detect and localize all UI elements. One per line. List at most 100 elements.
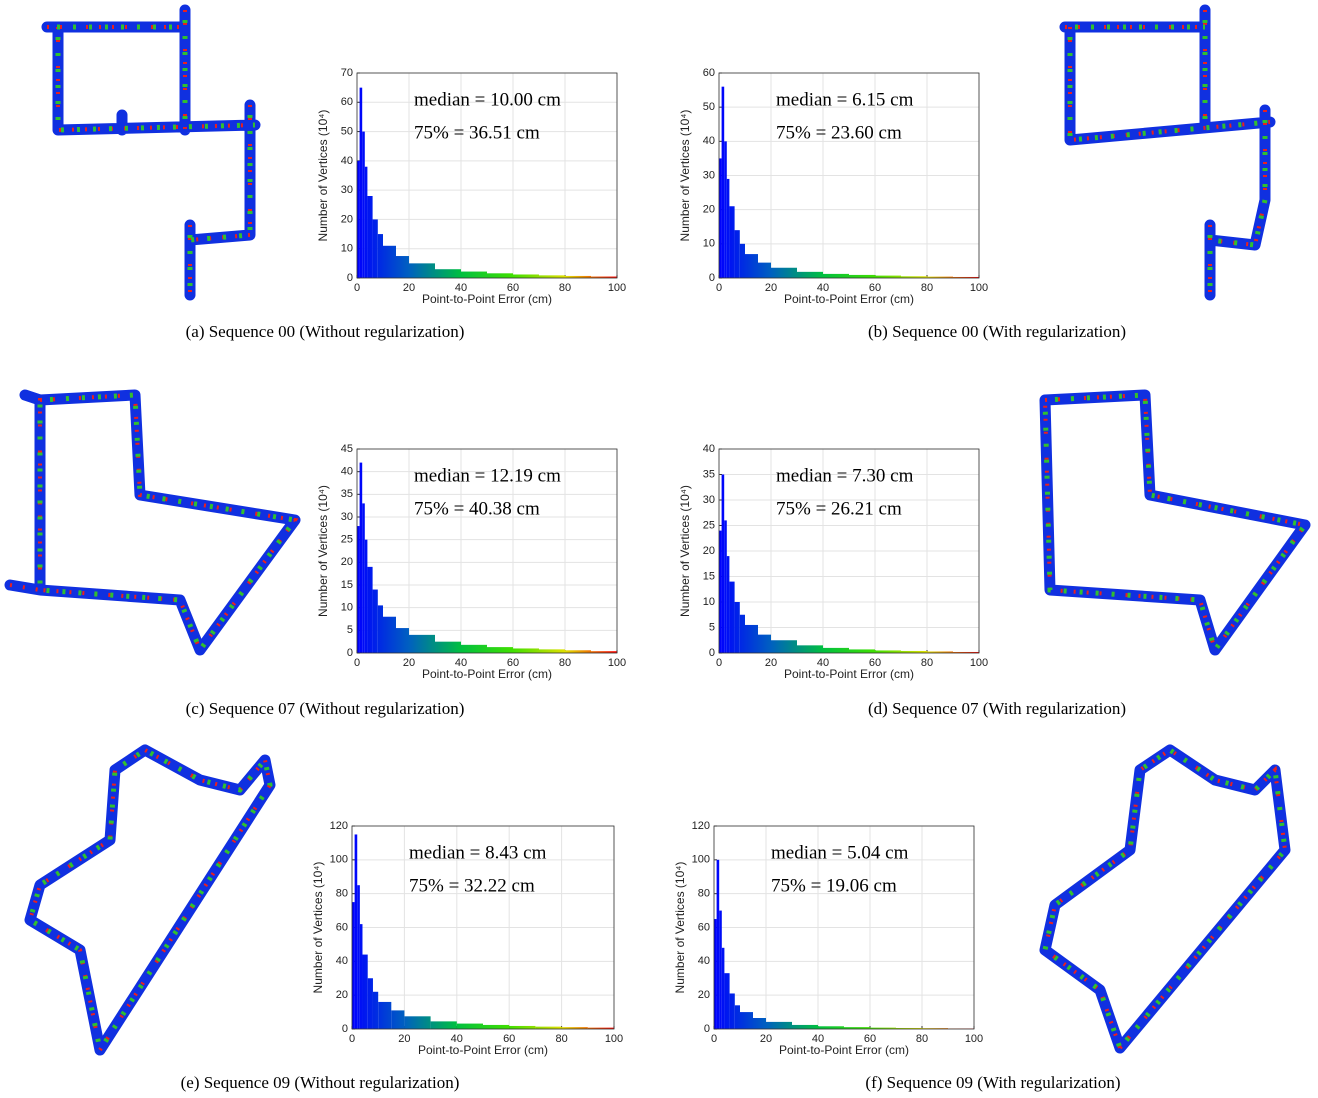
x-tick-label: 100: [970, 657, 988, 669]
y-tick-label: 35: [703, 468, 715, 480]
histogram-bar: [383, 246, 396, 278]
histogram-bar: [722, 87, 725, 278]
histogram-bar: [404, 1016, 430, 1029]
histogram-bar: [539, 649, 565, 653]
y-tick-label: 20: [341, 213, 353, 225]
x-tick-label: 20: [765, 282, 777, 294]
y-tick-label: 15: [703, 570, 715, 582]
x-tick-label: 20: [760, 1033, 772, 1045]
histogram-bar: [461, 272, 487, 278]
y-tick-label: 0: [704, 1023, 710, 1035]
histogram-bar: [391, 1010, 404, 1029]
y-tick-label: 15: [341, 579, 353, 591]
y-axis-label: Number of Vertices (10⁴): [678, 485, 692, 617]
histogram-bar: [818, 1026, 844, 1029]
y-tick-label: 5: [347, 624, 353, 636]
histogram-bar: [378, 605, 383, 653]
x-tick-label: 20: [765, 657, 777, 669]
histogram-bar: [823, 274, 849, 278]
y-axis-label: Number of Vertices (10⁴): [678, 110, 692, 242]
histogram-bar: [365, 540, 368, 653]
annotation: 75% = 26.21 cm: [776, 498, 902, 519]
histogram-bar: [355, 834, 358, 1029]
y-tick-label: 10: [341, 243, 353, 255]
histogram-bar: [431, 1021, 457, 1029]
y-tick-label: 60: [336, 921, 348, 933]
x-axis-label: Point-to-Point Error (cm): [779, 1043, 909, 1057]
y-tick-label: 20: [703, 545, 715, 557]
annotation: 75% = 32.22 cm: [409, 875, 535, 896]
y-tick-label: 30: [703, 494, 715, 506]
x-axis-label: Point-to-Point Error (cm): [422, 667, 552, 681]
x-tick-label: 80: [916, 1033, 928, 1045]
y-tick-label: 100: [692, 854, 710, 866]
histogram-bar: [513, 648, 539, 653]
histogram-bar: [724, 973, 729, 1029]
y-tick-label: 60: [703, 67, 715, 79]
annotation: median = 8.43 cm: [409, 842, 547, 863]
histogram-bar: [487, 647, 513, 653]
x-tick-label: 80: [921, 282, 933, 294]
histogram-bar: [362, 503, 365, 653]
histogram-bar: [435, 642, 461, 653]
annotation: 75% = 23.60 cm: [776, 122, 902, 143]
y-tick-label: 20: [703, 204, 715, 216]
histogram-bar: [740, 615, 745, 653]
x-axis-label: Point-to-Point Error (cm): [422, 292, 552, 306]
histogram-bar: [735, 230, 740, 278]
histogram-bar: [378, 1002, 391, 1029]
y-axis-label: Number of Vertices (10⁴): [316, 110, 330, 242]
histogram-bar: [722, 948, 725, 1029]
figure: 010203040506070020406080100Point-to-Poin…: [0, 0, 1318, 1098]
x-axis-label: Point-to-Point Error (cm): [784, 667, 914, 681]
y-tick-label: 35: [341, 488, 353, 500]
y-tick-label: 25: [703, 519, 715, 531]
y-tick-label: 20: [341, 556, 353, 568]
histogram-bar: [409, 635, 435, 653]
annotation: 75% = 40.38 cm: [414, 498, 540, 519]
x-tick-label: 100: [608, 282, 626, 294]
y-tick-label: 60: [698, 921, 710, 933]
histogram-bar: [727, 556, 730, 653]
histogram-bar: [722, 475, 725, 654]
y-axis-label: Number of Vertices (10⁴): [311, 862, 325, 994]
x-axis-label: Point-to-Point Error (cm): [418, 1043, 548, 1057]
y-tick-label: 40: [703, 135, 715, 147]
y-tick-label: 120: [692, 820, 710, 832]
histogram-bar: [719, 911, 722, 1029]
x-tick-label: 0: [354, 657, 360, 669]
x-tick-label: 0: [349, 1033, 355, 1045]
histogram-bar: [717, 860, 720, 1029]
histogram-bar: [753, 1018, 766, 1029]
histogram-bar: [565, 650, 591, 653]
y-tick-label: 80: [336, 888, 348, 900]
y-tick-label: 10: [703, 238, 715, 250]
histogram-bar: [735, 602, 740, 653]
x-tick-label: 80: [921, 657, 933, 669]
y-tick-label: 70: [341, 67, 353, 79]
histogram-bar: [724, 141, 727, 278]
histogram-bar: [360, 463, 363, 653]
histogram-bar: [368, 978, 373, 1029]
histogram-bar: [365, 167, 368, 278]
histogram-bar: [487, 273, 513, 278]
y-tick-label: 0: [709, 647, 715, 659]
annotation: median = 5.04 cm: [771, 842, 909, 863]
histogram-bar: [362, 132, 365, 278]
histogram-bar: [724, 520, 727, 653]
y-tick-label: 0: [347, 272, 353, 284]
histogram-bar: [792, 1025, 818, 1029]
annotation: 75% = 36.51 cm: [414, 122, 540, 143]
y-tick-label: 20: [698, 989, 710, 1001]
histogram-bar: [771, 268, 797, 278]
y-axis-label: Number of Vertices (10⁴): [673, 862, 687, 994]
y-tick-label: 60: [341, 96, 353, 108]
histogram-bar: [513, 274, 539, 278]
x-tick-label: 80: [559, 657, 571, 669]
histogram-bar: [758, 635, 771, 653]
histogram-bar: [849, 649, 875, 653]
caption: (e) Sequence 09 (Without regularization): [181, 1073, 460, 1092]
histogram-bar: [357, 885, 360, 1029]
caption: (d) Sequence 07 (With regularization): [868, 699, 1126, 718]
trajectory-map: [1045, 750, 1285, 1048]
